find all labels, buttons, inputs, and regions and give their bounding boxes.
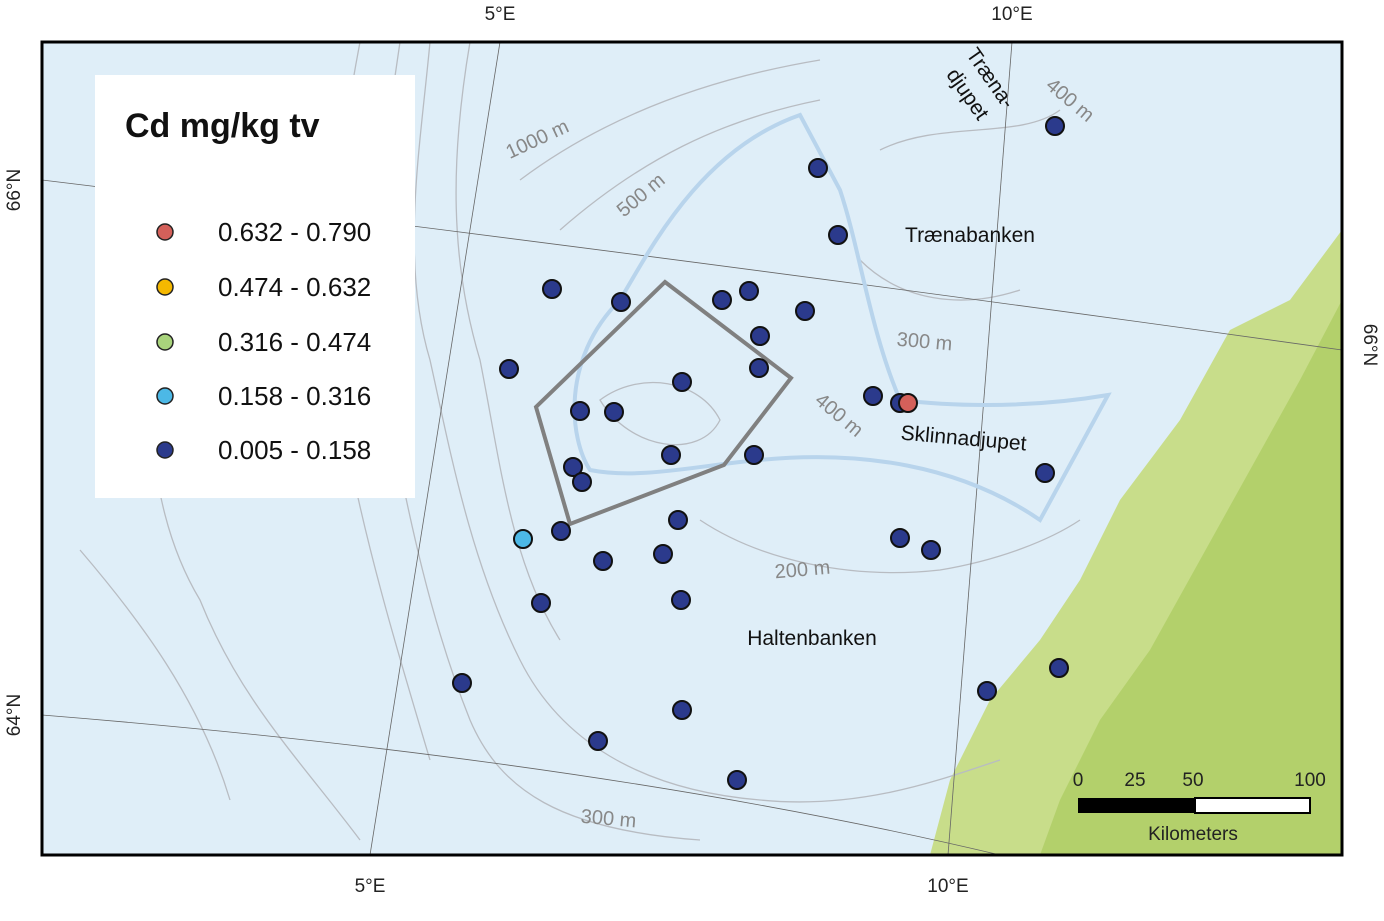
scale-tick-label: 0 xyxy=(1073,770,1084,791)
sample-point xyxy=(542,279,562,299)
sample-point xyxy=(611,292,631,312)
scale-bar: 0 25 50 100 Kilometers xyxy=(1073,770,1326,845)
legend-swatch xyxy=(156,387,174,405)
scale-tick-label: 100 xyxy=(1294,770,1326,791)
legend-label: 0.005 - 0.158 xyxy=(218,435,371,465)
graticule-label: 10°E xyxy=(927,876,968,897)
sample-point xyxy=(513,529,533,549)
legend-items: 0.632 - 0.790 0.474 - 0.632 0.316 - 0.474 0… xyxy=(156,217,371,465)
scale-tick-label: 25 xyxy=(1124,770,1145,791)
survey-polygon xyxy=(533,279,794,527)
sample-point xyxy=(572,472,592,492)
legend-swatch xyxy=(156,441,174,459)
place-label: Haltenbanken xyxy=(747,627,877,650)
sample-point xyxy=(1035,463,1055,483)
sample-point xyxy=(672,372,692,392)
graticule-label: 66°N xyxy=(1359,324,1380,366)
legend-label: 0.632 - 0.790 xyxy=(218,217,371,247)
sample-point xyxy=(452,673,472,693)
sample-point xyxy=(551,521,571,541)
sample-point xyxy=(739,281,759,301)
sample-point xyxy=(795,301,815,321)
graticule-label: 5°E xyxy=(355,876,386,897)
sample-point xyxy=(727,770,747,790)
scale-tick-label: 50 xyxy=(1182,770,1203,791)
sample-point xyxy=(828,225,848,245)
sample-point xyxy=(750,326,770,346)
sample-point xyxy=(1049,658,1069,678)
sample-point xyxy=(671,590,691,610)
sample-point xyxy=(672,700,692,720)
sample-point xyxy=(808,158,828,178)
scale-segment xyxy=(1078,798,1195,813)
sample-point xyxy=(563,457,583,477)
legend-label: 0.158 - 0.316 xyxy=(218,381,371,411)
sample-point xyxy=(499,359,519,379)
sample-point xyxy=(977,681,997,701)
graticule-label: 64°N xyxy=(4,694,25,736)
sample-point xyxy=(653,544,673,564)
sample-point xyxy=(588,731,608,751)
sample-point xyxy=(744,445,764,465)
contour-label: 200 m xyxy=(774,557,831,584)
legend-swatch xyxy=(156,333,174,351)
land-high xyxy=(1040,300,1342,855)
sample-point xyxy=(921,540,941,560)
sample-point xyxy=(898,393,918,413)
legend-title: Cd mg/kg tv xyxy=(125,107,320,145)
legend-label: 0.316 - 0.474 xyxy=(218,327,371,357)
sample-point xyxy=(712,290,732,310)
sample-point xyxy=(604,402,624,422)
legend-box xyxy=(95,75,415,498)
legend-swatch xyxy=(156,223,174,241)
scale-segment xyxy=(1194,797,1311,814)
sample-point xyxy=(570,401,590,421)
contour-label: 300 m xyxy=(896,329,953,356)
samples xyxy=(452,116,1069,790)
sample-point xyxy=(890,528,910,548)
scale-unit: Kilometers xyxy=(1148,824,1238,845)
sample-point xyxy=(668,510,688,530)
legend-swatch xyxy=(156,278,174,296)
legend-label: 0.474 - 0.632 xyxy=(218,272,371,302)
sample-point xyxy=(749,358,769,378)
graticule-label: 66°N xyxy=(4,169,25,211)
place-label: Trænabanken xyxy=(905,224,1035,247)
graticule-label: 5°E xyxy=(485,4,516,25)
graticule-label: 10°E xyxy=(991,4,1032,25)
sample-point xyxy=(1045,116,1065,136)
contour-label: 300 m xyxy=(580,806,637,833)
sample-point xyxy=(661,445,681,465)
sample-point xyxy=(593,551,613,571)
sample-point xyxy=(863,386,883,406)
map-frame xyxy=(40,40,1344,857)
sample-point xyxy=(531,593,551,613)
